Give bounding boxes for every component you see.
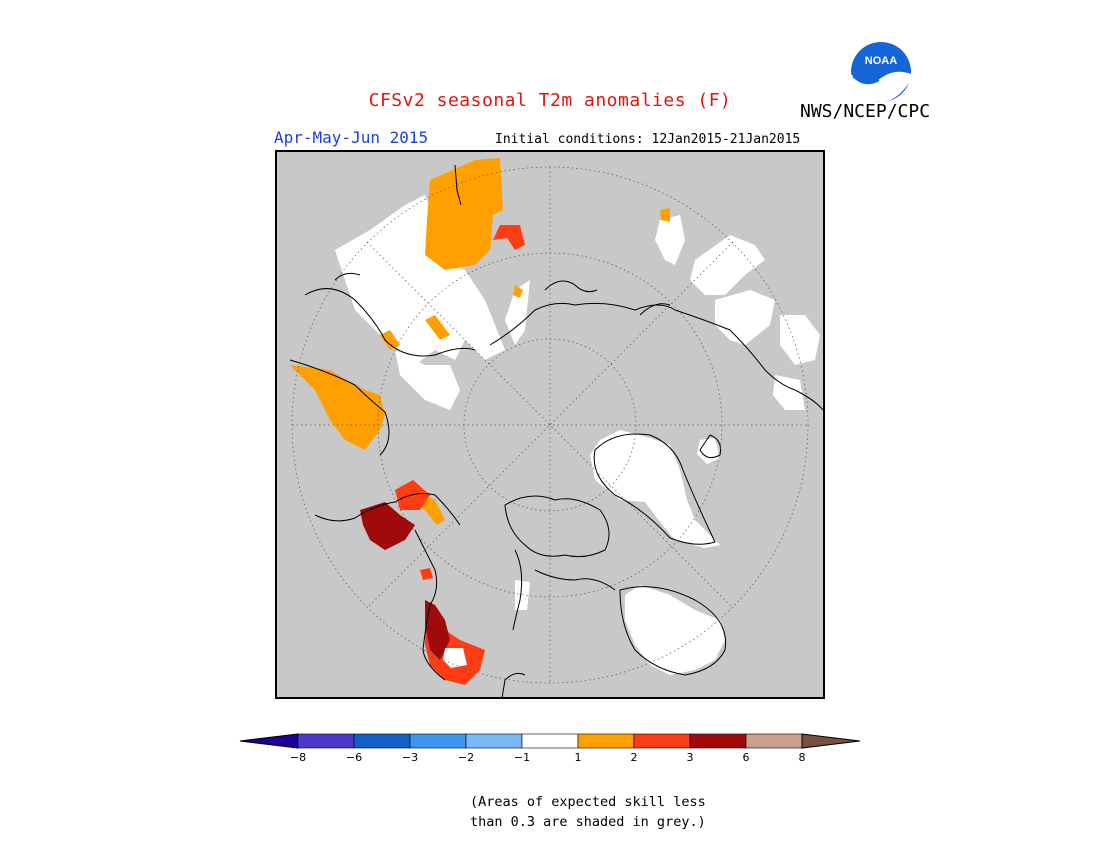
legend-tick-label: 3	[687, 751, 694, 764]
legend-tick-label: −3	[402, 751, 418, 764]
legend-swatch	[353, 733, 411, 749]
legend-swatch	[577, 733, 635, 749]
initial-conditions-label: Initial conditions: 12Jan2015-21Jan2015	[495, 132, 801, 147]
legend-arrow-high	[801, 733, 861, 749]
agency-label: NWS/NCEP/CPC	[800, 101, 931, 122]
white-anomaly-regions	[335, 195, 820, 675]
legend-swatch	[521, 733, 579, 749]
darkred-anomaly-regions	[360, 502, 450, 660]
color-legend: −8 −6 −3 −2 −1 1 2 3 6 8	[238, 728, 863, 768]
legend-tick-label: 8	[799, 751, 806, 764]
map-border	[275, 150, 825, 699]
legend-tick-label: −1	[514, 751, 530, 764]
chart-title: CFSv2 seasonal T2m anomalies (F)	[368, 90, 732, 111]
legend-swatch	[297, 733, 355, 749]
legend-tick-label: −2	[458, 751, 474, 764]
coastlines	[289, 164, 824, 699]
season-label: Apr-May-Jun 2015	[274, 128, 429, 147]
legend-swatch	[745, 733, 803, 749]
logo-text: NOAA	[865, 55, 897, 67]
footnote-line-1: (Areas of expected skill less	[470, 794, 706, 810]
legend-swatch	[465, 733, 523, 749]
legend-swatch	[689, 733, 747, 749]
legend-tick-label: −8	[290, 751, 306, 764]
graticule	[291, 166, 809, 684]
skill-footnote: (Areas of expected skill less than 0.3 a…	[470, 792, 740, 832]
noaa-logo-icon: NOAA	[849, 40, 913, 104]
legend-tick-label: −6	[346, 751, 362, 764]
legend-tick-label: 2	[631, 751, 638, 764]
footnote-line-2: than 0.3 are shaded in grey.)	[470, 814, 706, 830]
legend-swatch	[633, 733, 691, 749]
legend-arrow-low	[239, 733, 299, 749]
polar-map	[275, 150, 825, 699]
white-patch	[443, 648, 467, 668]
legend-swatch	[409, 733, 467, 749]
legend-tick-label: 6	[743, 751, 750, 764]
legend-tick-label: 1	[575, 751, 582, 764]
